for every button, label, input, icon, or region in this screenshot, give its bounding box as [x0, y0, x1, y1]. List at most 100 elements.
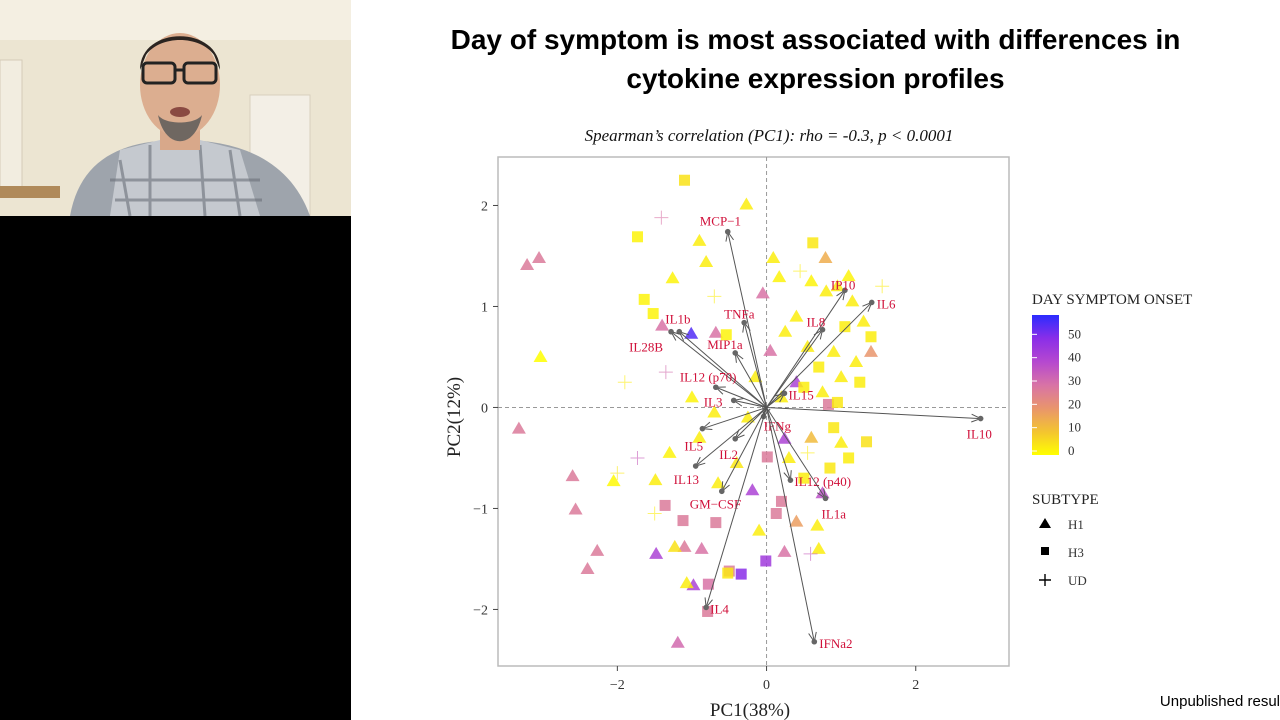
x-tick-label: 0 [763, 678, 770, 693]
data-point-square [770, 508, 782, 520]
data-point-triangle [815, 385, 830, 398]
data-point-square [702, 605, 714, 617]
loading-arrow [766, 329, 823, 408]
data-point-square [760, 555, 772, 567]
colorbar-tick-label: 20 [1068, 396, 1081, 411]
data-point-triangle [766, 250, 781, 263]
data-point-plus [793, 264, 808, 279]
data-point-triangle [849, 355, 864, 368]
data-point-triangle [590, 543, 605, 556]
loading-endpoint [732, 435, 739, 442]
data-point-square [677, 515, 689, 527]
loading-label: IL1a [821, 506, 846, 521]
data-point-triangle [699, 255, 714, 268]
loading-endpoint [868, 299, 875, 306]
data-point-triangle [649, 546, 664, 559]
shape-legend-label: H1 [1068, 517, 1084, 532]
slide-title: Day of symptom is most associated with d… [351, 20, 1280, 98]
loading-arrow [721, 407, 767, 492]
loading-label: GM−CSF [690, 496, 741, 511]
data-point-square [807, 237, 819, 249]
y-tick-label: 0 [481, 401, 488, 416]
colorbar-tick-label: 30 [1068, 373, 1081, 388]
data-point-triangle [648, 473, 663, 486]
loading-label: IP10 [831, 277, 856, 292]
data-point-square [775, 495, 787, 507]
data-points [511, 174, 890, 648]
data-point-square [798, 381, 810, 393]
data-point-plus [630, 450, 645, 465]
loading-endpoint [730, 397, 737, 404]
shape-legend: H1 H3 UD [1039, 517, 1087, 588]
data-point-triangle [755, 286, 770, 299]
data-point-triangle [815, 486, 830, 499]
pca-biplot: Spearman’s correlation (PC1): rho = -0.3… [444, 126, 1192, 720]
data-point-plus [875, 279, 890, 294]
loading-label: IL12 (p40) [794, 474, 851, 489]
loading-arrow [702, 406, 767, 430]
data-point-triangle [804, 430, 819, 443]
loading-arrow [766, 407, 791, 481]
data-point-square [813, 361, 825, 373]
data-point-plus [707, 289, 722, 304]
loading-label: TNFa [724, 307, 755, 322]
data-point-triangle [606, 474, 621, 487]
loading-arrow [695, 407, 767, 467]
presenter-webcam [0, 0, 351, 216]
colorbar-title: DAY SYMPTOM ONSET [1032, 292, 1192, 308]
loading-label: IL15 [788, 387, 813, 402]
data-point-square [722, 567, 734, 579]
data-point-triangle [752, 523, 767, 536]
loading-label: IL3 [704, 394, 723, 409]
y-tick-label: 1 [481, 300, 488, 315]
data-point-triangle [520, 258, 535, 271]
data-point-plus [658, 365, 673, 380]
loading-endpoint [699, 425, 706, 432]
data-point-triangle [694, 541, 709, 554]
data-point-triangle [811, 541, 826, 554]
data-point-triangle [841, 269, 856, 282]
data-point-triangle [763, 343, 778, 356]
x-axis-label: PC1(38%) [710, 700, 790, 720]
data-point-triangle [568, 502, 583, 515]
loading-arrow [766, 407, 826, 499]
loading-endpoint [668, 328, 674, 335]
loading-label: MIP1a [707, 337, 743, 352]
data-point-triangle [565, 469, 580, 482]
data-point-triangle [863, 344, 878, 357]
loading-label: IL1b [665, 312, 690, 327]
chart-subtitle: Spearman’s correlation (PC1): rho = -0.3… [585, 126, 954, 145]
data-point-triangle [834, 435, 849, 448]
loading-arrow [743, 322, 768, 408]
data-point-square [824, 462, 836, 474]
data-point-triangle [777, 544, 792, 557]
loading-arrow [715, 386, 767, 408]
data-point-triangle [778, 324, 793, 337]
data-point-triangle [679, 576, 694, 589]
loading-label: IL6 [877, 296, 896, 311]
data-point-square [678, 174, 690, 186]
unpublished-note: Unpublished resul [1159, 693, 1280, 710]
data-point-triangle [667, 539, 682, 552]
presentation-slide: Day of symptom is most associated with d… [351, 0, 1280, 720]
loading-label: IL13 [674, 472, 699, 487]
loading-label: IL8 [807, 315, 826, 330]
loading-arrow [766, 302, 873, 408]
data-point-square [854, 376, 866, 388]
data-point-square [702, 578, 714, 590]
loading-endpoint [977, 415, 984, 422]
data-point-triangle [834, 370, 849, 383]
loading-endpoint [718, 488, 725, 495]
y-tick-label: −2 [473, 603, 488, 618]
data-point-plus [647, 506, 662, 521]
presenter-video-icon [0, 0, 351, 216]
data-point-plus [654, 210, 669, 225]
data-point-triangle [532, 250, 547, 263]
plus-icon [1039, 574, 1051, 586]
colorbar-tick-label: 40 [1068, 350, 1081, 365]
data-point-triangle [772, 270, 787, 283]
loading-label: IL2 [719, 447, 738, 462]
data-point-square [839, 321, 851, 333]
loading-endpoint [811, 638, 818, 645]
loading-endpoint [732, 350, 739, 356]
